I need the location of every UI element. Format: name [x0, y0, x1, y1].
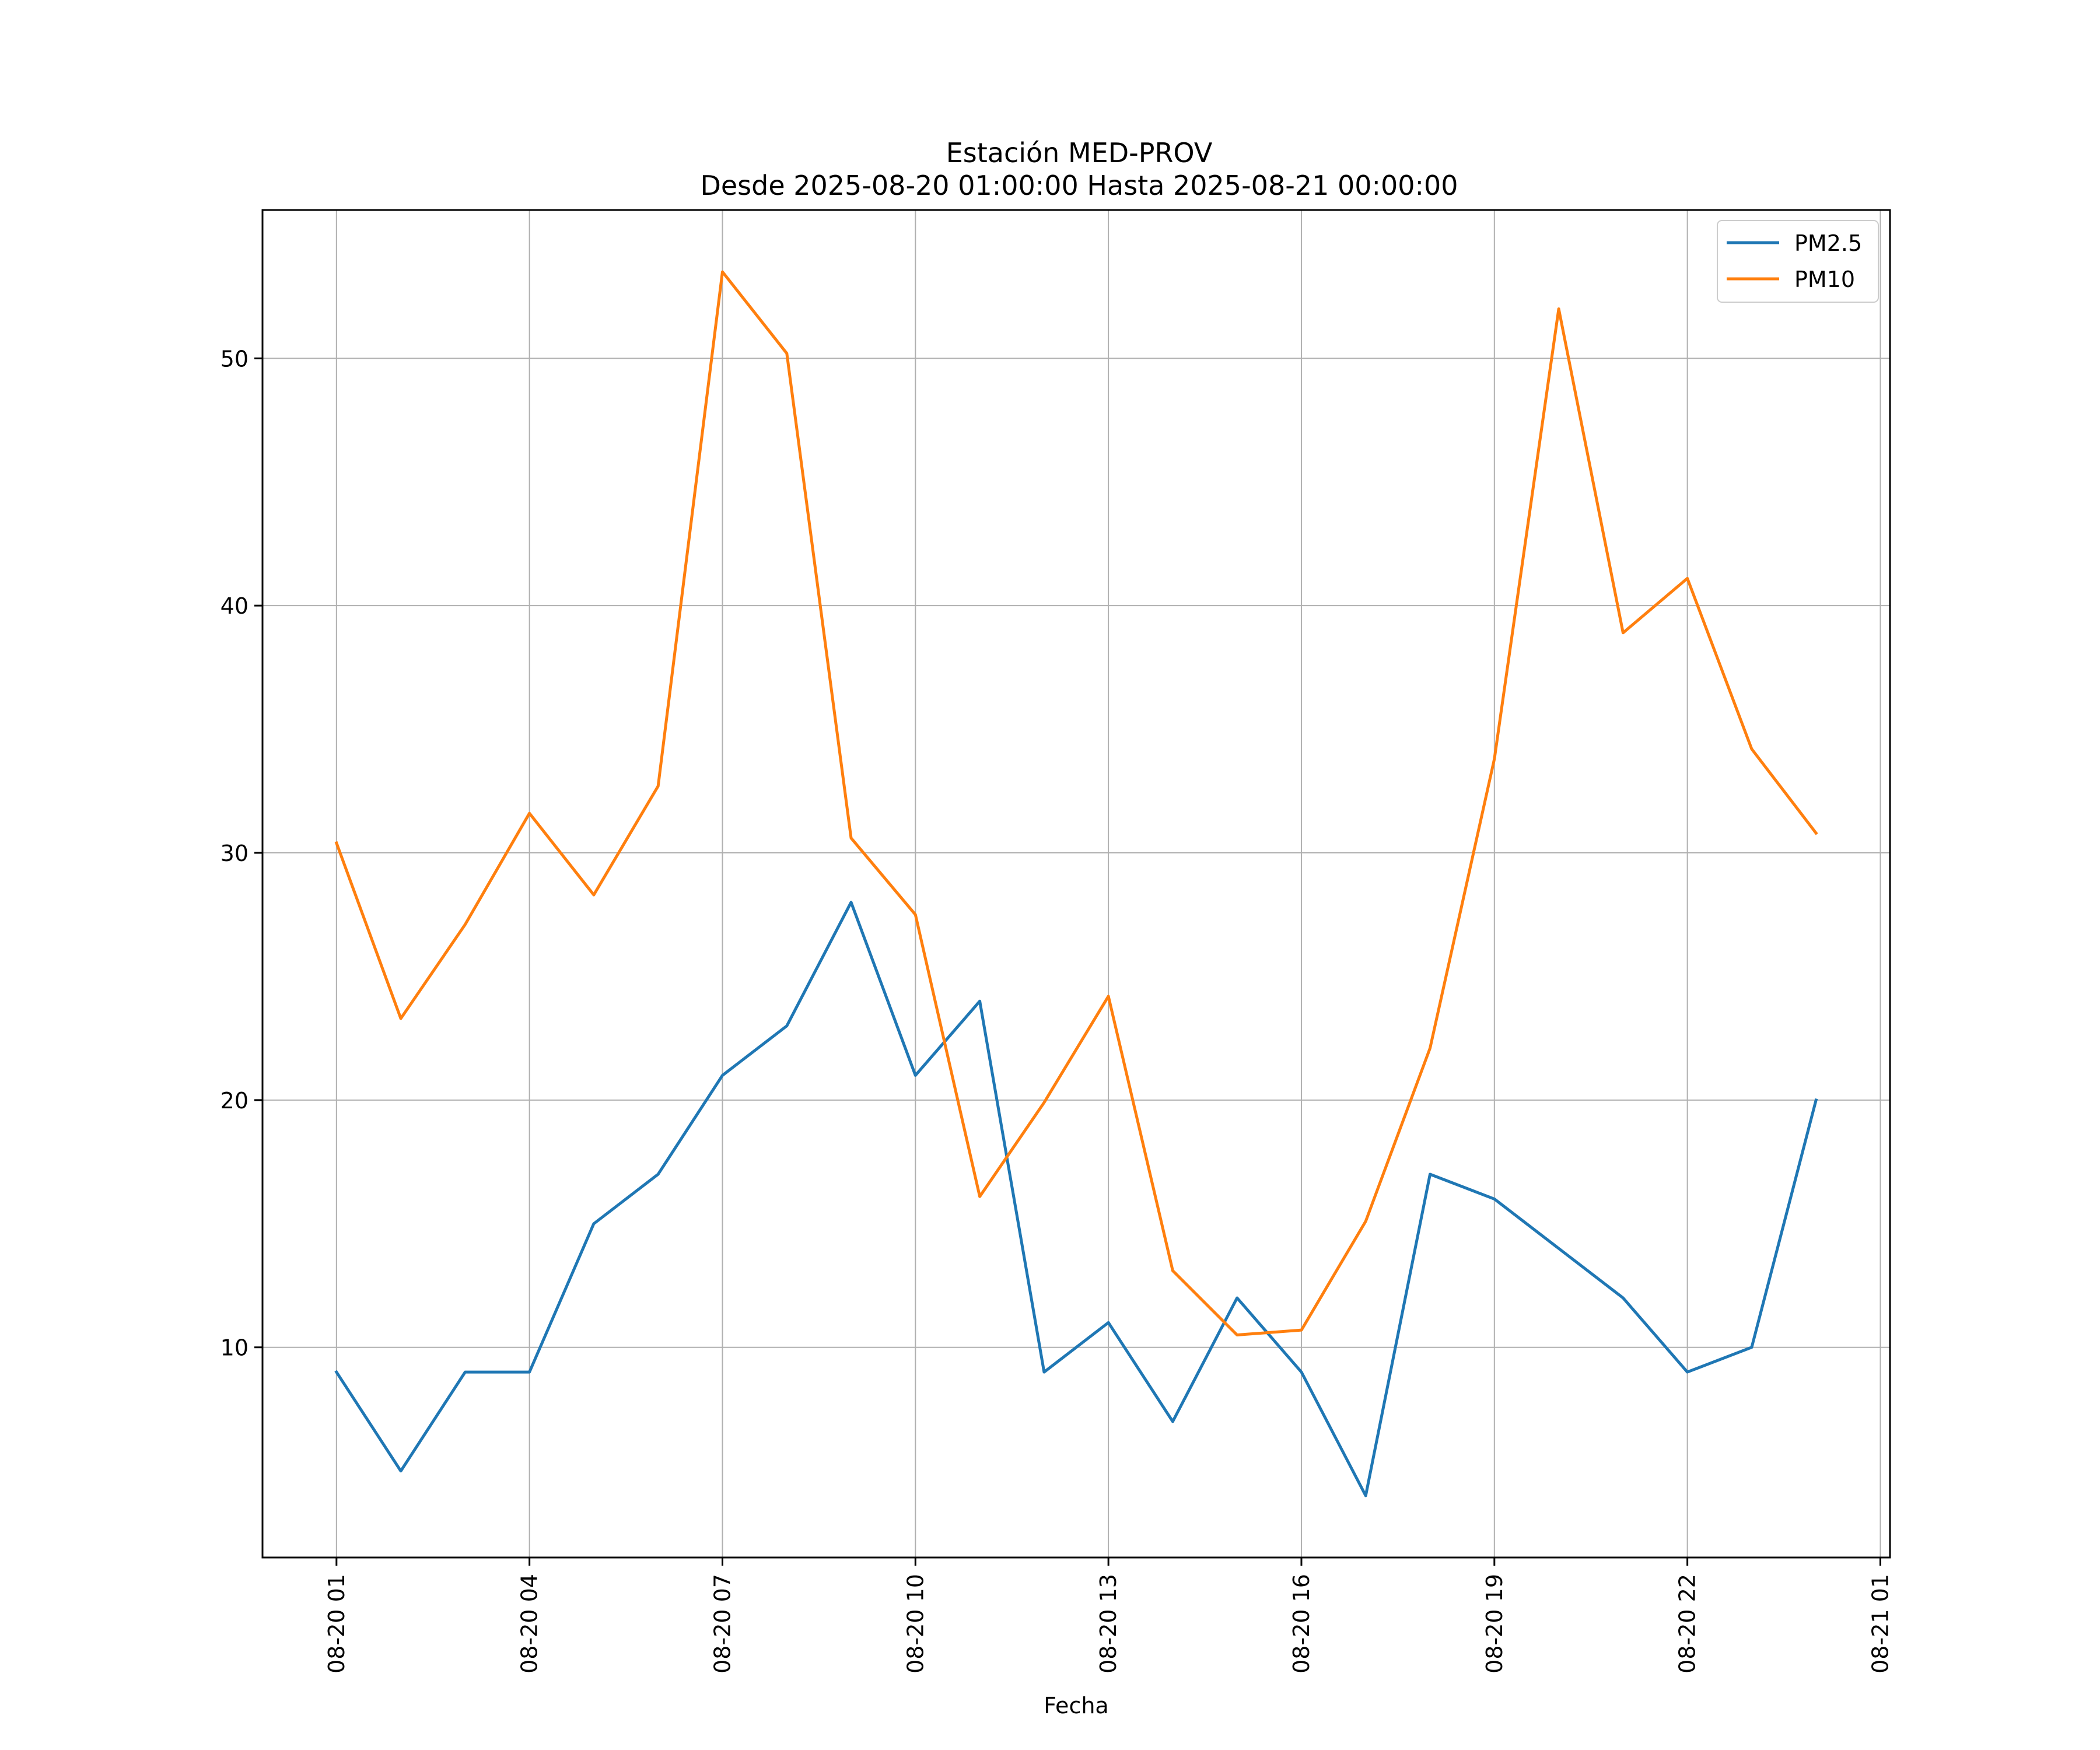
- x-tick-label: 08-20 19: [1482, 1574, 1507, 1674]
- x-tick-label: 08-20 04: [517, 1574, 542, 1674]
- x-tick-label: 08-20 13: [1096, 1574, 1121, 1674]
- legend-label-pm25: PM2.5: [1794, 230, 1862, 256]
- chart-title: Estación MED-PROV: [946, 137, 1213, 169]
- x-tick-label: 08-20 10: [902, 1574, 928, 1674]
- x-tick-label: 08-20 16: [1289, 1574, 1314, 1674]
- y-tick-label: 40: [220, 593, 249, 619]
- legend: PM2.5 PM10: [1717, 220, 1879, 303]
- plot-frame: [261, 209, 1891, 1559]
- series-line-pm25: [334, 901, 1818, 1497]
- x-tick-label: 08-20 07: [709, 1574, 735, 1674]
- legend-label-pm10: PM10: [1794, 267, 1855, 292]
- series-lines: [334, 270, 1818, 1497]
- x-tick-label: 08-21 01: [1867, 1574, 1893, 1674]
- x-axis: 08-20 01 08-20 04 08-20 07 08-20 10 08-20 13…: [324, 1558, 1893, 1674]
- x-tick-label: 08-20 01: [324, 1574, 349, 1674]
- y-tick-label: 20: [220, 1088, 249, 1114]
- y-axis: 10 20 30 40 50: [220, 346, 262, 1361]
- y-tick-label: 50: [220, 346, 249, 372]
- y-tick-label: 10: [220, 1335, 249, 1361]
- chart-subtitle: Desde 2025-08-20 01:00:00 Hasta 2025-08-…: [700, 170, 1458, 201]
- y-tick-label: 30: [220, 841, 249, 866]
- series-line-pm10: [334, 270, 1818, 1336]
- legend-box: [1717, 220, 1879, 303]
- x-axis-label: Fecha: [1044, 1693, 1108, 1718]
- x-tick-label: 08-20 22: [1675, 1574, 1700, 1674]
